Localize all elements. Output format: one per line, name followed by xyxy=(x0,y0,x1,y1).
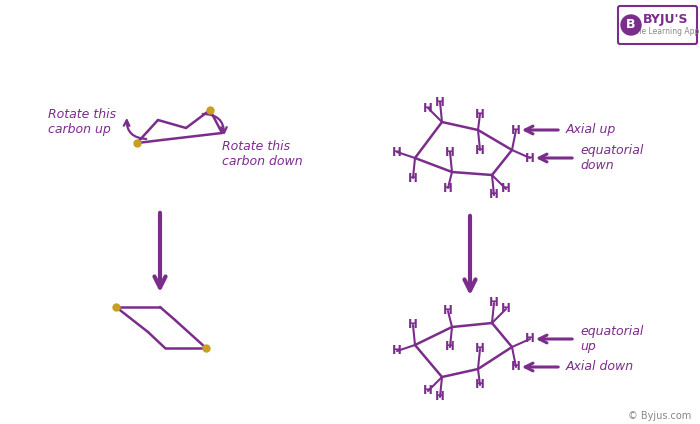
Text: H: H xyxy=(435,391,445,404)
Text: H: H xyxy=(408,171,418,184)
Text: Rotate this
carbon down: Rotate this carbon down xyxy=(222,140,302,168)
Text: Rotate this
carbon up: Rotate this carbon up xyxy=(48,108,116,136)
Text: Axial down: Axial down xyxy=(566,360,634,374)
FancyBboxPatch shape xyxy=(618,6,697,44)
Text: H: H xyxy=(489,189,499,201)
Text: BYJU'S: BYJU'S xyxy=(643,14,689,26)
Text: B: B xyxy=(626,19,636,31)
Text: H: H xyxy=(475,379,485,391)
Text: Axial up: Axial up xyxy=(566,123,616,137)
Text: H: H xyxy=(511,360,521,374)
Text: H: H xyxy=(408,318,418,332)
Text: H: H xyxy=(511,123,521,137)
Text: H: H xyxy=(445,145,455,159)
Text: H: H xyxy=(525,151,535,165)
Text: H: H xyxy=(475,143,485,156)
Text: H: H xyxy=(435,95,445,109)
Text: H: H xyxy=(489,296,499,310)
Text: equatorial
down: equatorial down xyxy=(580,144,643,172)
Text: H: H xyxy=(443,181,453,195)
Text: H: H xyxy=(525,332,535,346)
Text: © Byjus.com: © Byjus.com xyxy=(629,411,692,421)
Text: H: H xyxy=(445,340,455,354)
Text: H: H xyxy=(501,182,511,195)
Circle shape xyxy=(621,15,641,35)
Text: H: H xyxy=(392,344,402,357)
Text: H: H xyxy=(392,145,402,159)
Text: H: H xyxy=(475,108,485,120)
Text: The Learning App: The Learning App xyxy=(632,28,700,36)
Text: H: H xyxy=(423,101,433,114)
Text: H: H xyxy=(423,385,433,398)
Text: H: H xyxy=(443,304,453,318)
Text: equatorial
up: equatorial up xyxy=(580,325,643,353)
Text: H: H xyxy=(501,302,511,315)
Text: H: H xyxy=(475,343,485,355)
